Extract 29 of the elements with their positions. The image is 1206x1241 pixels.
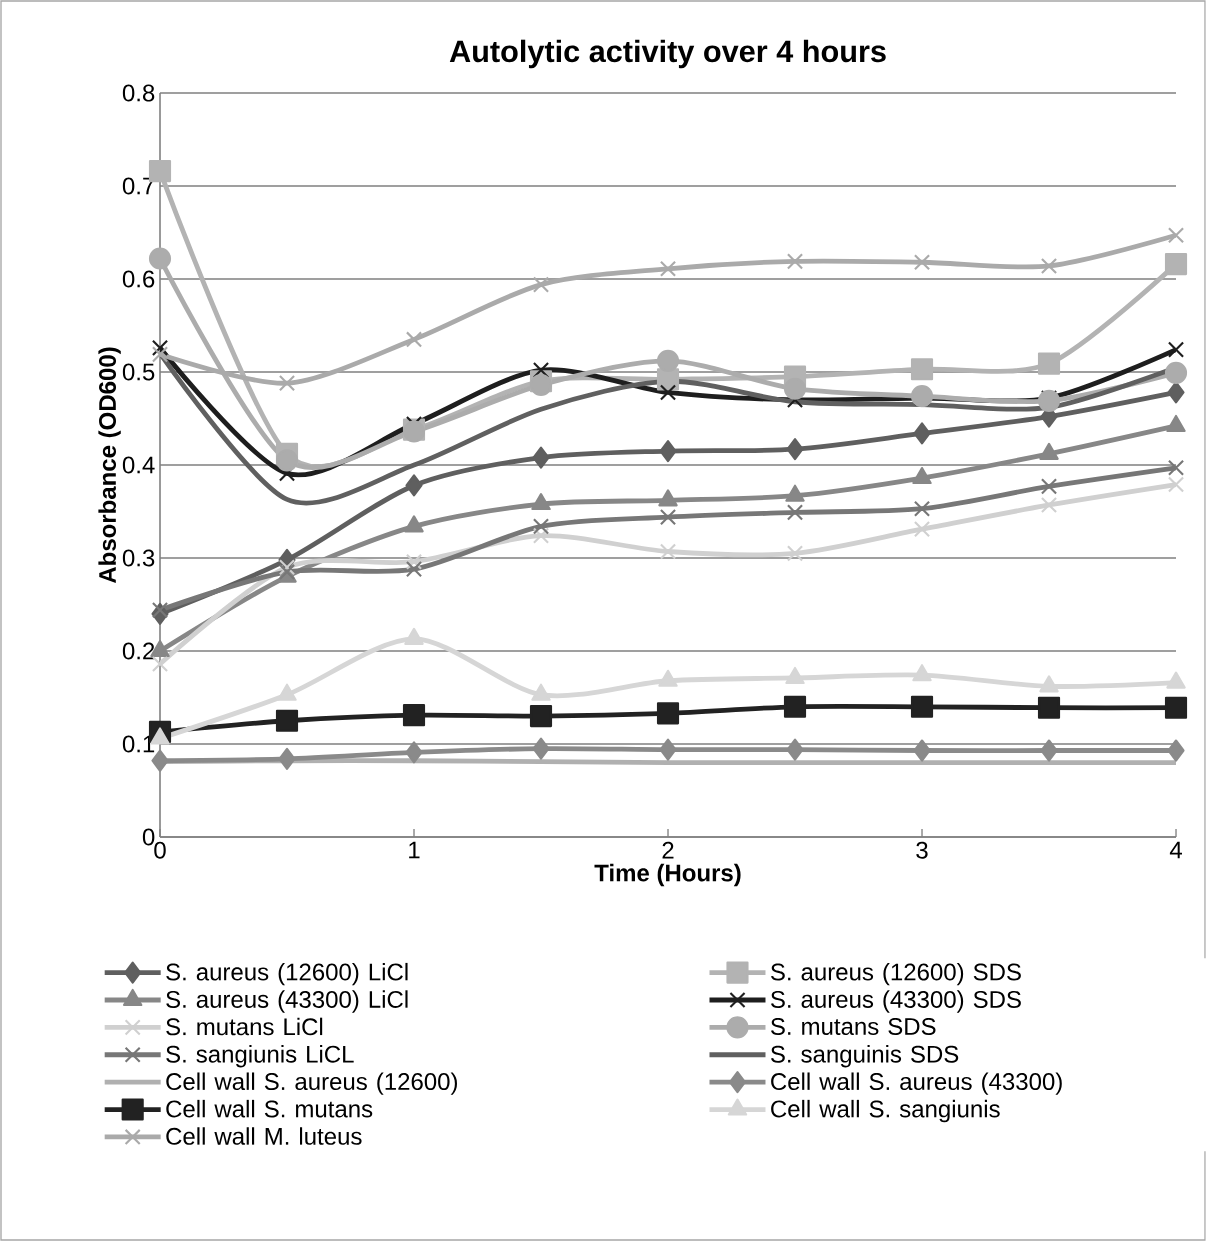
legend-label: S. aureus (43300) LiCl <box>166 990 408 1013</box>
y-tick-label: 0.1 <box>122 735 155 753</box>
legend-label: Cell wall S. aureus (43300) <box>771 1072 1062 1095</box>
y-tick-label: 0.2 <box>122 642 155 660</box>
legend-label: Cell wall S. sangiunis <box>771 1099 1000 1123</box>
legend-label: S. sangiunis LiCL <box>166 1045 354 1068</box>
legend-label: Cell wall S. aureus (12600) <box>166 1072 457 1095</box>
x-axis-title: Time (Hours) <box>594 863 741 887</box>
y-tick-label: 0.3 <box>122 549 155 567</box>
x-tick-label: 3 <box>916 841 928 859</box>
legend-label: Cell wall M. luteus <box>166 1127 362 1145</box>
y-tick-label: 0.6 <box>122 270 155 288</box>
y-axis-title: Absorbance (OD600) <box>98 347 121 584</box>
y-tick-label: 0.5 <box>122 363 155 381</box>
x-tick-label: 4 <box>1169 841 1182 859</box>
legend-label: S. mutans LiCl <box>166 1017 323 1036</box>
x-tick-label: 2 <box>662 841 674 859</box>
chart-title: Autolytic activity over 4 hours <box>449 39 886 69</box>
legend-label: S. aureus (12600) LiCl <box>166 962 408 986</box>
legend-label: S. mutans SDS <box>770 1017 936 1035</box>
y-tick-label: 0 <box>142 828 155 846</box>
y-tick-label: 0.4 <box>122 456 155 474</box>
legend-label: S. aureus (12600) SDS <box>770 962 1021 986</box>
legend-label: S. sanguinis SDS <box>770 1045 959 1068</box>
legend-label: S. aureus (43300) SDS <box>770 990 1021 1013</box>
legend-label: Cell wall S. mutans <box>166 1099 373 1118</box>
y-tick-label: 0.8 <box>122 84 155 102</box>
x-tick-label: 0 <box>154 841 166 859</box>
x-tick-label: 1 <box>409 841 420 859</box>
